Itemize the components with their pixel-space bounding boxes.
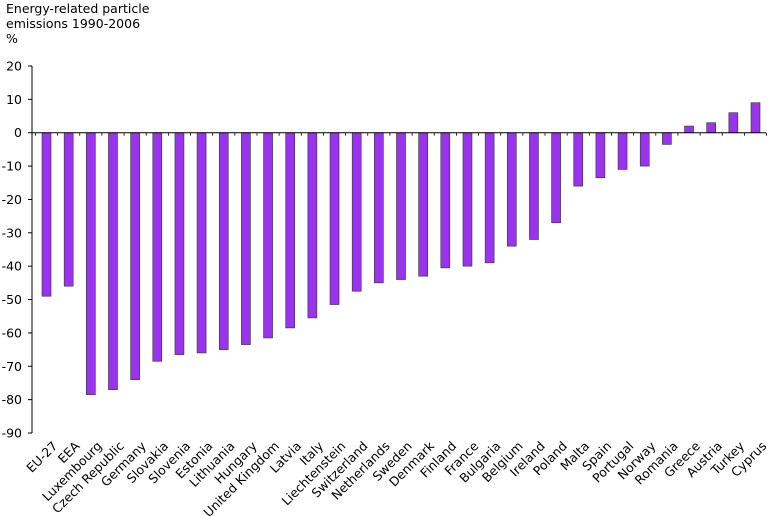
- bar-lithuania: [218, 132, 229, 350]
- bar-cyprus: [750, 102, 761, 134]
- bar-greece: [684, 125, 694, 134]
- bar-poland: [551, 132, 561, 224]
- bar-czech-republic: [108, 132, 118, 390]
- y-tick-label: -40: [2, 259, 22, 274]
- y-tick-label: -90: [2, 426, 22, 441]
- y-axis-label-line-1: Energy-related particle: [6, 1, 150, 16]
- bar-eu-27: [41, 132, 52, 297]
- bar-bulgaria: [484, 132, 495, 264]
- bar-estonia: [196, 132, 207, 354]
- bar-slovakia: [152, 132, 163, 362]
- bar-netherlands: [374, 132, 384, 284]
- bar-malta: [573, 132, 584, 187]
- bar-hungary: [241, 132, 251, 345]
- bar-spain: [595, 132, 606, 179]
- y-tick-label: -10: [2, 159, 22, 174]
- bar-austria: [706, 122, 716, 134]
- y-axis-label-line-2: emissions 1990-2006: [6, 16, 141, 31]
- bar-norway: [639, 132, 650, 167]
- y-tick-label: -70: [2, 359, 22, 374]
- bar-ireland: [529, 132, 539, 240]
- y-tick-labels: 20 10 0 -10 -20 -30 -40 -50 -60 -70 -80 -90: [2, 59, 22, 441]
- bar-finland: [440, 132, 451, 269]
- bar-eea: [63, 132, 74, 287]
- bar-italy: [307, 132, 318, 319]
- bar-slovenia: [174, 132, 185, 355]
- bar-france: [462, 132, 473, 267]
- bar-latvia: [285, 132, 296, 329]
- bar-germany: [130, 132, 140, 380]
- y-tick-label: -50: [2, 292, 22, 307]
- bar-denmark: [418, 132, 428, 277]
- bar-portugal: [617, 132, 628, 170]
- bar-romania: [662, 132, 672, 145]
- y-tick-label: 20: [6, 59, 22, 74]
- y-tick-label: -60: [2, 325, 22, 340]
- bar-luxembourg: [86, 132, 96, 395]
- y-tick-label: -30: [2, 225, 22, 240]
- y-tick-label: 10: [6, 92, 22, 107]
- y-axis-label: Energy-related particle emissions 1990-2…: [6, 1, 149, 46]
- bars-group: [41, 102, 761, 395]
- axes-group: [28, 65, 767, 434]
- bar-switzerland: [351, 132, 362, 292]
- y-tick-label: -20: [2, 192, 22, 207]
- bar-liechtenstein: [329, 132, 340, 305]
- y-tick-label: -80: [2, 392, 22, 407]
- bar-united-kingdom: [263, 132, 273, 339]
- bar-turkey: [728, 112, 739, 134]
- bar-sweden: [396, 132, 406, 280]
- bar-belgium: [506, 132, 517, 247]
- y-tick-label: 0: [14, 125, 22, 140]
- y-axis-label-unit: %: [6, 31, 18, 46]
